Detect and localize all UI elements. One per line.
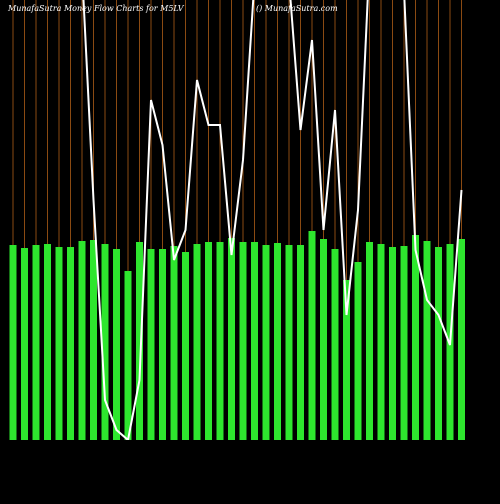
bar	[55, 247, 63, 440]
bar	[262, 245, 270, 440]
bar	[193, 244, 201, 440]
bar	[308, 231, 316, 440]
bar	[21, 248, 28, 440]
bar	[44, 244, 51, 440]
line	[82, 0, 463, 440]
chart-title: MunafaSutra Money Flow Charts for M5LV	[7, 4, 185, 13]
bar	[182, 252, 189, 440]
lines	[82, 0, 463, 440]
bar	[377, 244, 385, 440]
bar	[136, 242, 143, 440]
bar	[366, 242, 373, 440]
bar	[343, 280, 350, 440]
bar	[297, 245, 304, 440]
bar	[101, 244, 109, 440]
chart-subtitle: () MunafaSutra.com	[256, 4, 338, 13]
bar	[458, 239, 465, 440]
bar	[239, 242, 247, 440]
bar	[170, 246, 178, 440]
bar	[423, 241, 431, 440]
bar	[285, 245, 293, 440]
bar	[205, 242, 212, 440]
bar	[147, 249, 155, 440]
bar	[400, 246, 408, 440]
bar	[389, 247, 396, 440]
bar	[90, 240, 97, 440]
bar	[9, 245, 17, 440]
bar	[331, 249, 339, 440]
bar	[78, 241, 86, 440]
bar	[354, 262, 362, 440]
bar	[228, 238, 235, 440]
bar	[32, 245, 40, 440]
bar	[412, 235, 419, 440]
bar	[159, 249, 166, 440]
bar	[124, 271, 132, 440]
bar	[216, 242, 224, 440]
bar	[320, 239, 327, 440]
bar	[67, 247, 74, 440]
bars	[9, 231, 465, 440]
bar	[251, 242, 258, 440]
bar	[435, 247, 442, 440]
bar	[113, 249, 120, 440]
bar	[274, 243, 281, 440]
